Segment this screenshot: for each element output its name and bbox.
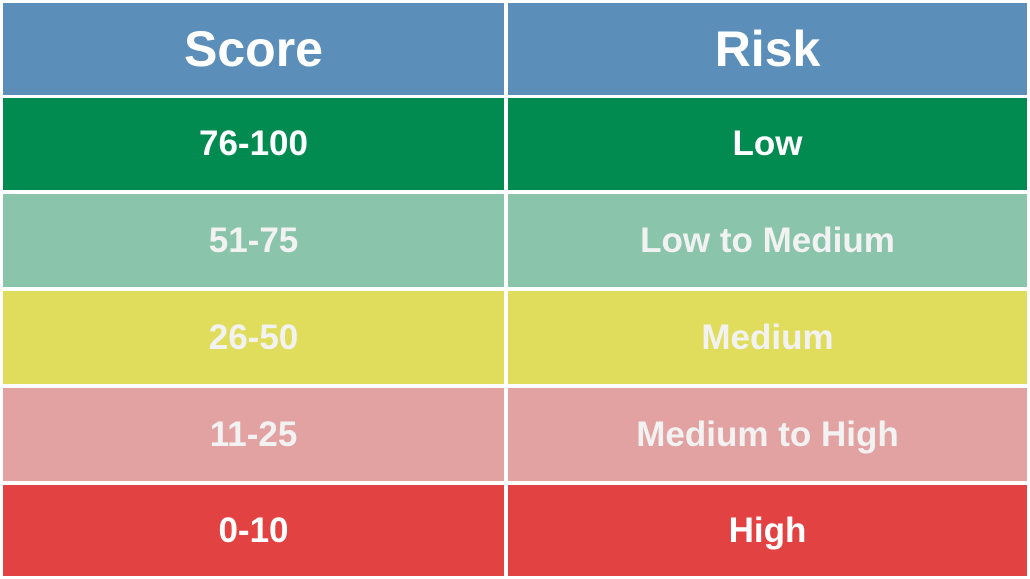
score-cell: 51-75	[3, 194, 504, 287]
risk-cell: Low to Medium	[508, 194, 1027, 287]
score-cell: 0-10	[3, 485, 504, 576]
score-cell: 26-50	[3, 291, 504, 384]
score-cell: 76-100	[3, 98, 504, 190]
risk-cell: Medium to High	[508, 388, 1027, 481]
score-cell: 11-25	[3, 388, 504, 481]
header-risk: Risk	[508, 3, 1027, 95]
header-score: Score	[3, 3, 504, 95]
risk-cell: High	[508, 485, 1027, 576]
risk-cell: Medium	[508, 291, 1027, 384]
risk-cell: Low	[508, 98, 1027, 190]
